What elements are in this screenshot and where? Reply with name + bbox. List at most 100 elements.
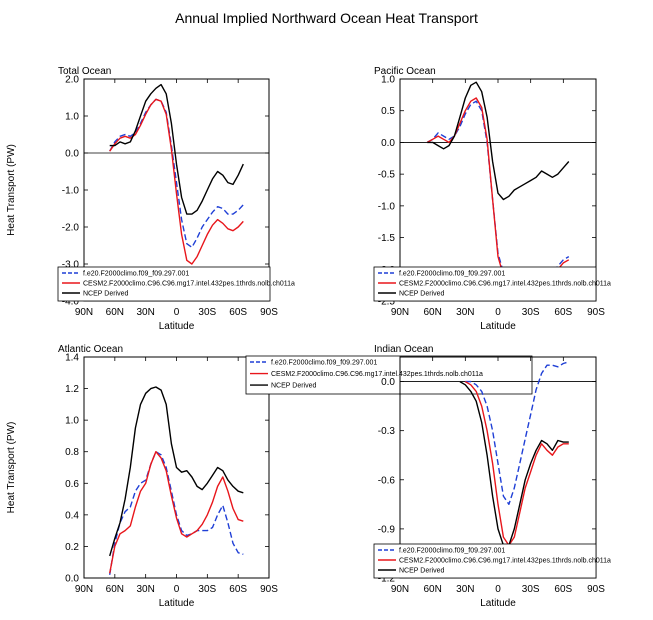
- y-tick-label: 0.2: [65, 542, 79, 553]
- legend: f.e20.F2000climo.f09_f09.297.001 CESM2.F2…: [245, 355, 533, 395]
- x-axis-label: Latitude: [159, 321, 195, 332]
- x-tick-label: 60S: [229, 584, 247, 595]
- figure-title: Annual Implied Northward Ocean Heat Tran…: [175, 10, 478, 26]
- y-tick-label: 0.4: [65, 510, 79, 521]
- series-line-f-e20: [465, 361, 569, 505]
- legend-label: CESM2.F2000climo.C96.C96.mg17.intel.432p…: [271, 371, 483, 378]
- legend-label: NCEP Derived: [399, 291, 444, 298]
- x-tick-label: 30S: [198, 584, 216, 595]
- series-line-ncep: [109, 386, 244, 557]
- y-tick-label: -0.3: [378, 426, 396, 437]
- legend-box: [373, 543, 597, 579]
- panel-atlantic-ocean: Atlantic Ocean 90N 60N 30N 0 30S 60S 90S 0.0 0.2 0…: [6, 344, 533, 609]
- series-line-ncep: [427, 81, 570, 201]
- x-tick-label: 0: [495, 584, 501, 595]
- y-tick-label: -1.5: [378, 233, 396, 244]
- x-tick-label: 30S: [198, 307, 216, 318]
- legend: f.e20.F2000climo.f09_f09.297.001 CESM2.F2…: [373, 543, 611, 579]
- series-line-cesm2: [464, 380, 569, 546]
- series-line-cesm2: [426, 97, 570, 280]
- y-tick-label: -3.0: [62, 260, 80, 271]
- y-tick-label: 2.0: [65, 75, 79, 86]
- legend-box: [373, 266, 597, 302]
- x-tick-label: 30N: [136, 307, 154, 318]
- legend-label: NCEP Derived: [83, 291, 128, 298]
- panel-title: Total Ocean: [58, 66, 111, 77]
- x-axis-label: Latitude: [480, 321, 516, 332]
- panel-title: Indian Ocean: [374, 344, 434, 355]
- y-tick-label: -2.0: [62, 223, 80, 234]
- x-tick-label: 90S: [587, 584, 605, 595]
- x-tick-label: 60S: [229, 307, 247, 318]
- legend-label: NCEP Derived: [271, 383, 316, 390]
- legend-label: f.e20.F2000climo.f09_f09.297.001: [399, 271, 505, 278]
- x-tick-label: 90S: [260, 584, 278, 595]
- x-tick-label: 60N: [106, 584, 124, 595]
- legend-label: f.e20.F2000climo.f09_f09.297.001: [399, 548, 505, 555]
- x-tick-label: 60N: [423, 307, 441, 318]
- legend-label: NCEP Derived: [399, 568, 444, 575]
- x-tick-label: 30N: [456, 307, 474, 318]
- y-tick-label: 1.0: [381, 75, 395, 86]
- series-line-f-e20: [109, 98, 244, 249]
- legend-label: f.e20.F2000climo.f09_f09.297.001: [271, 360, 377, 367]
- x-tick-label: 60S: [554, 584, 572, 595]
- legend-label: CESM2.F2000climo.C96.C96.mg17.intel.432p…: [399, 281, 611, 288]
- legend-label: CESM2.F2000climo.C96.C96.mg17.intel.432p…: [83, 281, 295, 288]
- x-tick-label: 60N: [106, 307, 124, 318]
- panel-total-ocean: Total Ocean 90N 60N 30N 0 30S 60S 90S -4.0 -3.0 -2…: [6, 66, 295, 332]
- x-tick-label: 90N: [391, 307, 409, 318]
- y-tick-label: 0.0: [65, 574, 79, 585]
- x-tick-label: 0: [174, 584, 180, 595]
- y-tick-label: -2.5: [378, 297, 396, 308]
- panel-title: Atlantic Ocean: [58, 344, 123, 355]
- panel-indian-ocean: Indian Ocean 90N 60N 30N 0 30S 60S 90S -1.2 -0.9 -…: [373, 344, 611, 609]
- y-tick-label: -1.0: [62, 186, 80, 197]
- y-tick-label: 1.0: [65, 416, 79, 427]
- legend: f.e20.F2000climo.f09_f09.297.001 CESM2.F2…: [57, 266, 295, 302]
- y-tick-label: 0.0: [381, 138, 395, 149]
- legend-label: f.e20.F2000climo.f09_f09.297.001: [83, 271, 189, 278]
- x-tick-label: 30S: [522, 307, 540, 318]
- y-tick-label: 0.6: [65, 479, 79, 490]
- series-line-ncep: [109, 83, 244, 215]
- x-tick-label: 90N: [75, 584, 93, 595]
- x-tick-label: 30N: [136, 584, 154, 595]
- y-tick-label: 0.0: [381, 377, 395, 388]
- x-tick-label: 30N: [456, 584, 474, 595]
- x-tick-label: 30S: [522, 584, 540, 595]
- x-tick-label: 90N: [391, 584, 409, 595]
- panel-title: Pacific Ocean: [374, 66, 436, 77]
- x-tick-label: 90S: [587, 307, 605, 318]
- y-tick-label: 1.4: [65, 353, 79, 364]
- x-tick-label: 60S: [554, 307, 572, 318]
- y-tick-label: 1.2: [65, 384, 79, 395]
- y-tick-label: -0.9: [378, 524, 396, 535]
- x-axis-label: Latitude: [159, 598, 195, 609]
- legend-label: CESM2.F2000climo.C96.C96.mg17.intel.432p…: [399, 558, 611, 565]
- legend-box: [245, 355, 533, 395]
- y-tick-label: -1.0: [378, 201, 396, 212]
- series-line-ncep: [459, 380, 569, 546]
- y-tick-label: 0.5: [381, 106, 395, 117]
- x-tick-label: 0: [495, 307, 501, 318]
- panel-pacific-ocean: Pacific Ocean90N60N30N030S60S90S-2.5-2.0…: [373, 66, 611, 332]
- legend: f.e20.F2000climo.f09_f09.297.001 CESM2.F2…: [373, 266, 611, 302]
- x-tick-label: 60N: [423, 584, 441, 595]
- legend-box: [57, 266, 271, 302]
- y-axis-label: Heat Transport (PW): [6, 144, 17, 236]
- y-tick-label: 1.0: [65, 112, 79, 123]
- y-tick-label: 0.0: [65, 149, 79, 160]
- y-tick-label: 0.8: [65, 447, 79, 458]
- y-tick-label: -0.5: [378, 170, 396, 181]
- x-tick-label: 0: [174, 307, 180, 318]
- y-tick-label: -1.2: [378, 574, 396, 585]
- series-line-cesm2: [109, 451, 244, 574]
- x-tick-label: 90S: [260, 307, 278, 318]
- x-tick-label: 90N: [75, 307, 93, 318]
- y-axis-label: Heat Transport (PW): [6, 422, 17, 514]
- x-axis-label: Latitude: [480, 598, 516, 609]
- y-tick-label: -0.6: [378, 475, 396, 486]
- y-tick-label: -4.0: [62, 297, 80, 308]
